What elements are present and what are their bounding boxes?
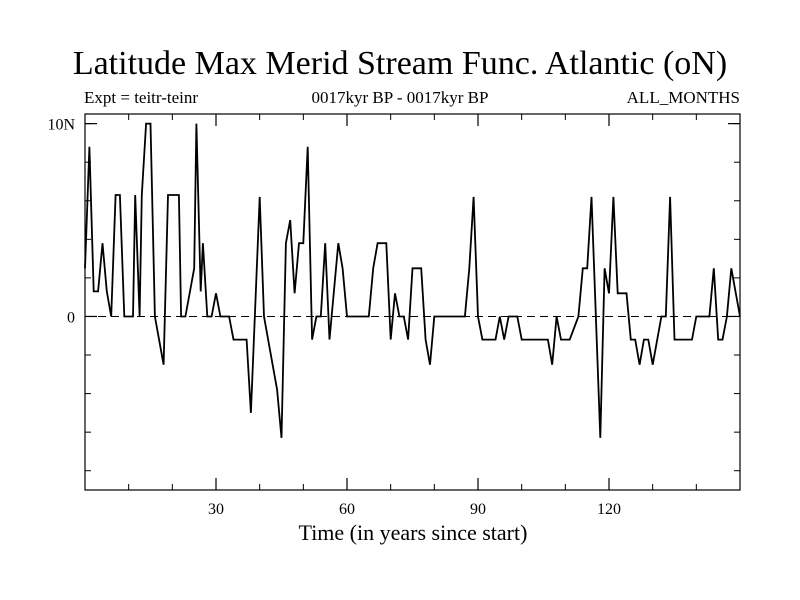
period-label: 0017kyr BP - 0017kyr BP: [311, 88, 489, 107]
series-line: [84, 122, 741, 438]
tick-labels: 30 60 90 120 0 10N: [47, 117, 621, 518]
x-tick-label: 120: [597, 501, 621, 518]
plot-frame: [84, 113, 741, 491]
minor-ticks: [85, 114, 740, 490]
months-label: ALL_MONTHS: [626, 88, 740, 107]
x-axis-label: Time (in years since start): [298, 520, 528, 545]
y-tick-label: 0: [67, 309, 75, 326]
experiment-label: Expt = teitr-teinr: [84, 88, 199, 107]
chart-title: Latitude Max Merid Stream Func. Atlantic…: [72, 45, 728, 82]
y-tick-label: 10N: [47, 117, 75, 134]
major-ticks: [85, 114, 740, 490]
x-tick-label: 60: [339, 501, 355, 518]
x-tick-label: 30: [208, 501, 224, 518]
x-tick-label: 90: [470, 501, 486, 518]
